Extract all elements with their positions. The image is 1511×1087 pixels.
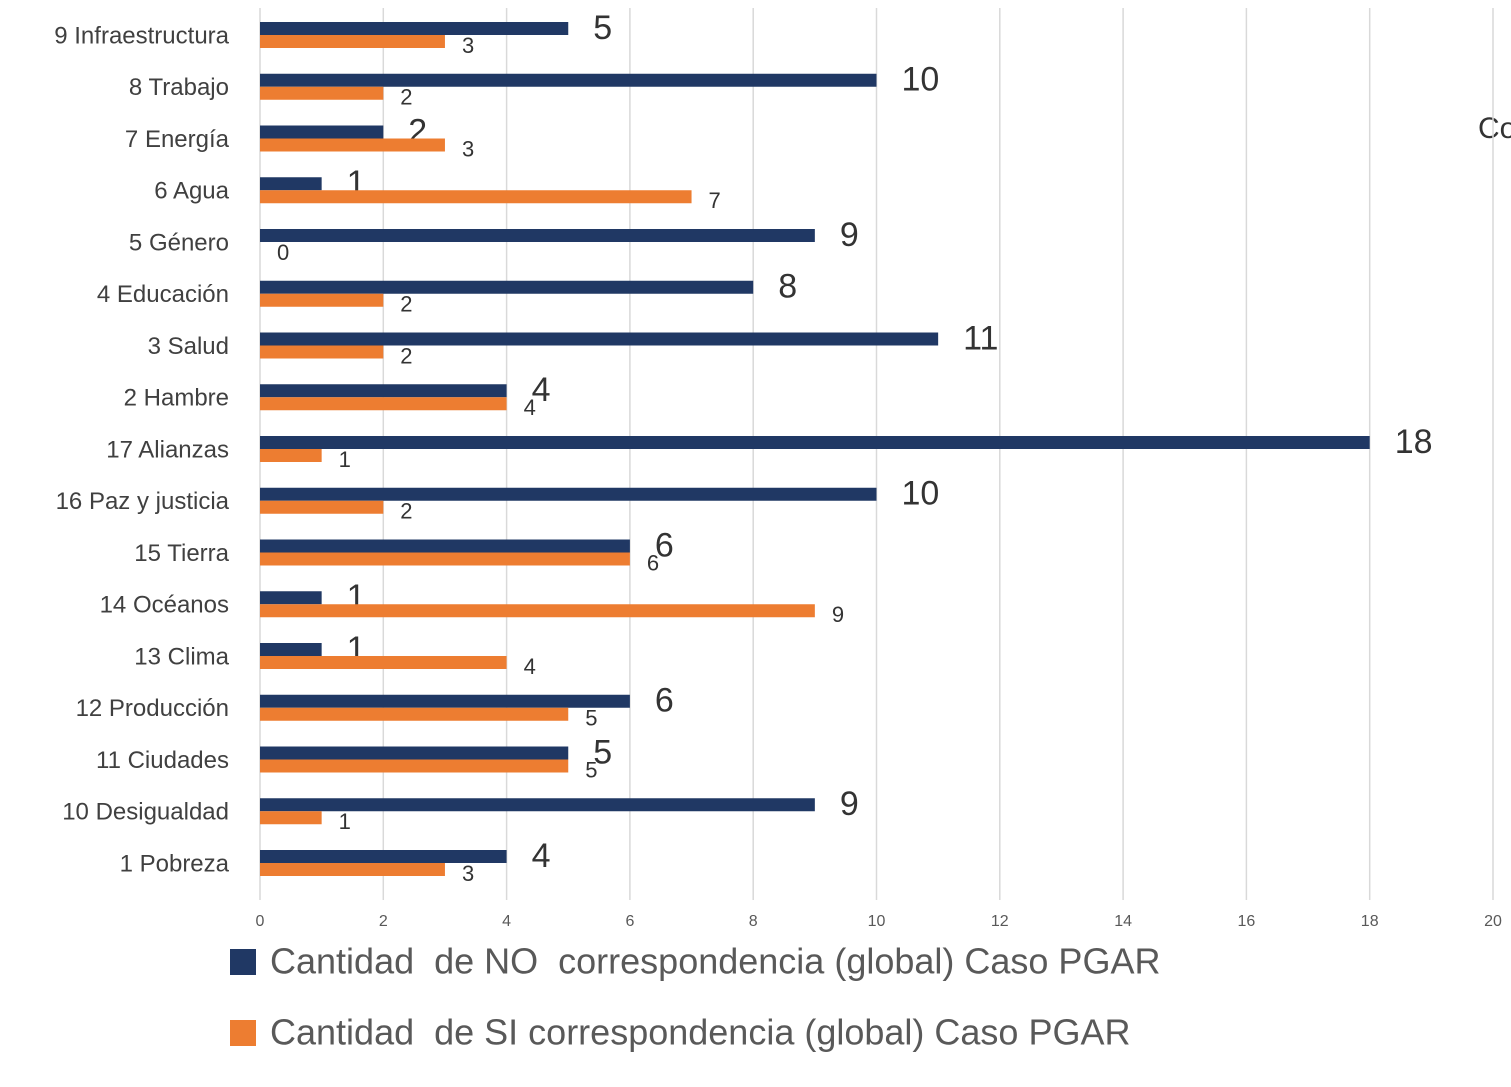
data-label: 9 (840, 785, 859, 823)
bar (260, 798, 815, 812)
data-label: 2 (400, 292, 412, 317)
bar (260, 449, 322, 462)
bar (260, 125, 384, 139)
data-label: 0 (277, 240, 289, 265)
data-label: 6 (647, 550, 659, 575)
bar (260, 500, 384, 514)
bar (260, 552, 630, 566)
bar (260, 35, 445, 48)
data-label: 10 (902, 475, 940, 513)
data-label: 9 (832, 602, 844, 627)
data-label: 2 (400, 343, 412, 368)
y-tick-label: 15 Tierra (134, 540, 229, 567)
bar (260, 487, 877, 501)
bar (260, 384, 507, 398)
y-tick-label: 16 Paz y justicia (56, 488, 230, 515)
y-tick-label: 2 Hambre (124, 385, 229, 412)
bar (260, 345, 384, 359)
y-tick-label: 7 Energía (125, 126, 230, 153)
y-tick-label: 9 Infraestructura (54, 22, 229, 49)
bar (260, 850, 507, 863)
bar (260, 539, 630, 553)
legend-label: Cantidad de SI correspondencia (global) … (270, 1012, 1130, 1053)
x-tick-label: 20 (1484, 913, 1502, 930)
y-tick-label: 5 Género (129, 229, 229, 256)
data-label: 3 (462, 33, 474, 58)
data-label: 7 (709, 188, 721, 213)
annotation: Co (1478, 112, 1511, 145)
data-label: 5 (585, 757, 597, 782)
data-label: 1 (339, 447, 351, 472)
bar (260, 759, 569, 773)
data-label: 10 (902, 61, 940, 99)
bar (260, 293, 384, 307)
bar (260, 190, 692, 204)
bar (260, 177, 322, 191)
bar (260, 643, 322, 656)
bar (260, 436, 1370, 449)
x-tick-label: 18 (1361, 913, 1379, 930)
legend-label: Cantidad de NO correspondencia (global) … (270, 941, 1160, 982)
data-label: 11 (963, 319, 998, 357)
y-tick-label: 10 Desigualdad (62, 799, 229, 826)
bar (260, 811, 322, 825)
data-label: 6 (655, 682, 674, 720)
y-tick-label: 12 Producción (76, 695, 229, 722)
data-label: 18 (1395, 423, 1433, 461)
x-tick-label: 0 (256, 913, 265, 930)
legend-swatch (230, 1020, 256, 1046)
data-label: 3 (462, 136, 474, 161)
x-tick-label: 10 (868, 913, 886, 930)
bar (260, 22, 569, 35)
data-label: 3 (462, 861, 474, 886)
bar (260, 604, 815, 618)
y-tick-label: 1 Pobreza (120, 850, 230, 877)
data-label: 9 (840, 216, 859, 254)
bar (260, 229, 815, 242)
bar (260, 694, 630, 708)
y-tick-label: 17 Alianzas (106, 436, 229, 463)
x-tick-label: 12 (991, 913, 1009, 930)
bar (260, 707, 569, 721)
x-tick-label: 2 (379, 913, 388, 930)
data-label: 2 (400, 85, 412, 110)
data-label: 6 (655, 526, 674, 564)
data-label: 4 (532, 371, 551, 409)
y-tick-label: 11 Ciudades (96, 747, 229, 774)
data-label: 1 (339, 809, 351, 834)
bar (260, 397, 507, 411)
y-tick-label: 13 Clima (134, 643, 229, 670)
data-label: 8 (778, 268, 797, 306)
bar (260, 280, 754, 294)
legend-swatch (230, 949, 256, 975)
y-tick-label: 6 Agua (154, 178, 229, 205)
x-tick-label: 4 (502, 913, 511, 930)
x-tick-label: 6 (625, 913, 634, 930)
bar (260, 332, 939, 346)
x-tick-label: 8 (749, 913, 758, 930)
data-label: 5 (593, 9, 612, 47)
bar (260, 591, 322, 605)
x-tick-label: 16 (1238, 913, 1256, 930)
data-label: 4 (524, 395, 536, 420)
data-label: 4 (532, 837, 551, 875)
y-tick-label: 14 Océanos (100, 592, 229, 619)
data-label: 5 (593, 733, 612, 771)
bar (260, 86, 384, 100)
bar (260, 746, 569, 760)
data-label: 2 (400, 499, 412, 524)
bar (260, 863, 445, 876)
bar (260, 138, 445, 152)
y-tick-label: 3 Salud (148, 333, 229, 360)
data-label: 4 (524, 654, 536, 679)
bar (260, 656, 507, 669)
y-tick-label: 4 Educación (97, 281, 229, 308)
x-tick-label: 14 (1114, 913, 1132, 930)
data-label: 5 (585, 706, 597, 731)
bar (260, 73, 877, 87)
y-tick-label: 8 Trabajo (129, 74, 229, 101)
